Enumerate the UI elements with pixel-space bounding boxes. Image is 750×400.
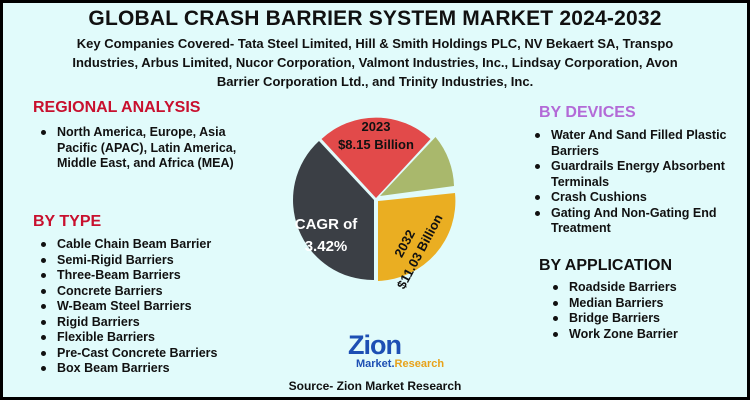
- list-item: Rigid Barriers: [35, 315, 285, 331]
- regional-analysis-list: North America, Europe, Asia Pacific (APA…: [35, 125, 265, 172]
- list-item: Gating And Non-Gating End Treatment: [529, 206, 747, 237]
- list-item: North America, Europe, Asia Pacific (APA…: [35, 125, 265, 172]
- list-item: Semi-Rigid Barriers: [35, 253, 285, 269]
- list-item: Pre-Cast Concrete Barriers: [35, 346, 285, 362]
- by-application-heading: BY APPLICATION: [539, 257, 673, 274]
- regional-analysis-heading: REGIONAL ANALYSIS: [33, 99, 201, 116]
- pie-slice-2032: [378, 193, 456, 281]
- logo-wordmark: Zion: [348, 330, 402, 360]
- by-application-list: Roadside Barriers Median Barriers Bridge…: [547, 280, 737, 342]
- page-title: GLOBAL CRASH BARRIER SYSTEM MARKET 2024-…: [88, 7, 662, 30]
- list-item: Guardrails Energy Absorbent Terminals: [529, 159, 747, 190]
- pie-slice-green: [380, 137, 454, 196]
- list-item: Bridge Barriers: [547, 311, 737, 327]
- key-companies: Key Companies Covered- Tata Steel Limite…: [43, 34, 707, 91]
- pie-label-cagr: CAGR of: [295, 216, 358, 233]
- list-item: Box Beam Barriers: [35, 361, 285, 377]
- by-type-list: Cable Chain Beam Barrier Semi-Rigid Barr…: [35, 237, 285, 377]
- pie-label-cagr-value: 3.42%: [305, 238, 348, 255]
- key-companies-line: Key Companies Covered- Tata Steel Limite…: [76, 36, 674, 51]
- pie-slice-cagr: [293, 141, 374, 281]
- logo-subtitle: Market.Research: [356, 358, 445, 370]
- by-devices-heading: BY DEVICES: [539, 104, 636, 121]
- pie-label-2023-year: 2023: [362, 119, 391, 134]
- pie-label-2023-value: $8.15 Billion: [338, 137, 414, 152]
- market-pie: 2023 $8.15 Billion CAGR of 3.42% 2032 $1…: [293, 117, 456, 291]
- source-credit: Source- Zion Market Research: [288, 379, 462, 393]
- list-item: Cable Chain Beam Barrier: [35, 237, 285, 253]
- list-item: Concrete Barriers: [35, 284, 285, 300]
- list-item: W-Beam Steel Barriers: [35, 299, 285, 315]
- logo-sub-research: Research: [394, 358, 445, 370]
- list-item: Flexible Barriers: [35, 330, 285, 346]
- key-companies-line: Industries, Arbus Limited, Nucor Corpora…: [72, 55, 678, 70]
- by-type-heading: BY TYPE: [33, 213, 102, 230]
- logo-sub-market: Market: [356, 358, 392, 370]
- by-devices-list: Water And Sand Filled Plastic Barriers G…: [529, 128, 747, 237]
- list-item: Work Zone Barrier: [547, 327, 737, 343]
- list-item: Roadside Barriers: [547, 280, 737, 296]
- zion-logo: Zion Market.Research: [348, 330, 444, 380]
- list-item: Crash Cushions: [529, 190, 747, 206]
- list-item: Water And Sand Filled Plastic Barriers: [529, 128, 747, 159]
- list-item: Three-Beam Barriers: [35, 268, 285, 284]
- key-companies-line: Barrier Corporation Ltd., and Trinity In…: [216, 74, 534, 89]
- pie-slice-2023: [321, 117, 431, 198]
- list-item: Median Barriers: [547, 296, 737, 312]
